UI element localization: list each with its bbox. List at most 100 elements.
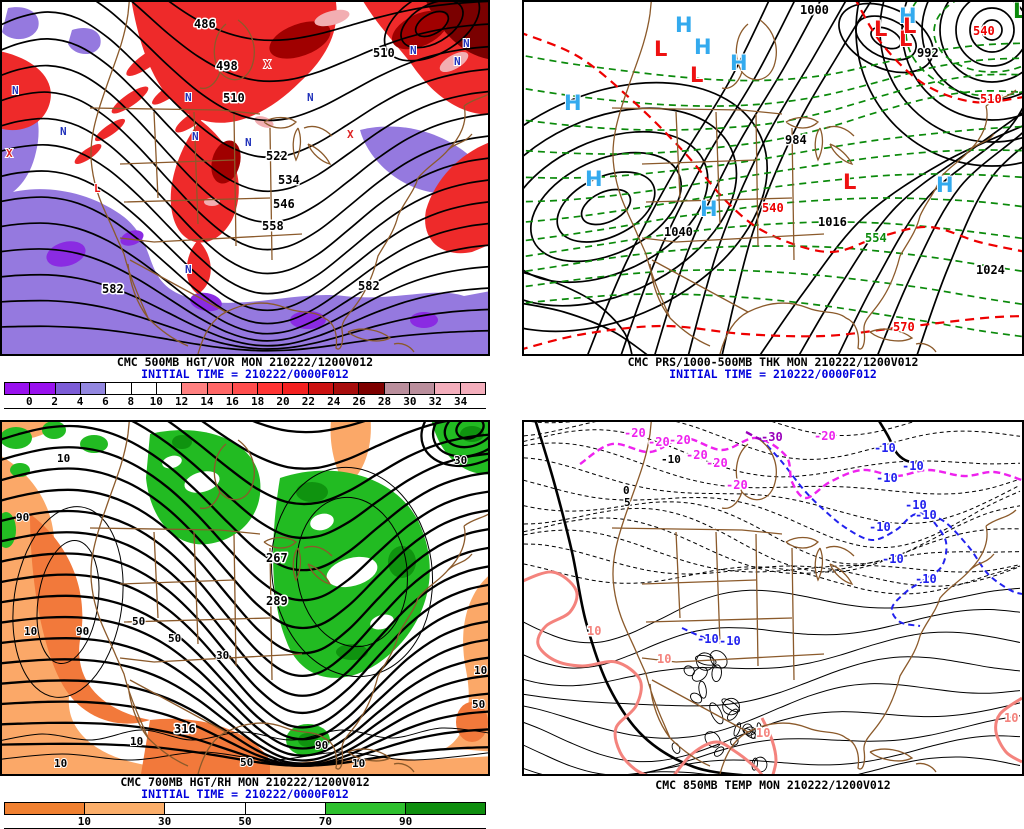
height-label: 522 xyxy=(266,149,288,163)
temp-label-minus10: -10 xyxy=(902,459,924,473)
temp-label-minus10: -10 xyxy=(719,634,741,648)
colorbar-tick: 32 xyxy=(428,395,442,408)
thickness-label: 554 xyxy=(865,231,887,245)
panel-thk-title: CMC PRS/1000-500MB THK MON 210222/1200V0… xyxy=(627,355,919,369)
colorbar-cell xyxy=(131,383,157,394)
colorbar-cell xyxy=(245,803,326,814)
humidity-label: 10 xyxy=(130,735,143,748)
pressure-label: 1040 xyxy=(664,225,693,239)
height-label: 289 xyxy=(266,594,288,608)
temp-label-minus10: -10 xyxy=(874,441,896,455)
panel-prs-thk: 1000 992 984 1016 1024 1040 554 540 540 510 570 H H H… xyxy=(522,0,1024,380)
humidity-label: 10 xyxy=(474,664,487,677)
humidity-label: 50 xyxy=(168,632,181,645)
height-label: 546 xyxy=(273,197,295,211)
panel-500-initial-time: INITIAL TIME = 210222/0000F012 xyxy=(141,367,349,381)
colorbar-tick: 10 xyxy=(77,815,91,828)
colorbar-tick: 10 xyxy=(149,395,163,408)
colorbar-cell xyxy=(384,383,410,394)
colorbar-cell xyxy=(85,803,166,814)
colorbar-tick: 6 xyxy=(102,395,109,408)
humidity-label: 10 xyxy=(57,452,70,465)
humidity-label: 50 xyxy=(240,756,253,769)
colorbar-cell xyxy=(5,383,31,394)
height-label: 486 xyxy=(194,17,216,31)
colorbar-cell xyxy=(308,383,335,394)
high-symbol: H xyxy=(899,4,917,28)
low-marker: L xyxy=(94,182,101,195)
humidity-label: 10 xyxy=(54,757,67,770)
colorbar-cell xyxy=(232,383,259,394)
pressure-label: 1024 xyxy=(976,263,1005,277)
colorbar-cell xyxy=(334,383,360,394)
temp-label-minus20: -20 xyxy=(648,435,670,449)
colorbar-cell xyxy=(283,383,309,394)
temp-label-minus20: -20 xyxy=(669,433,691,447)
low-symbol: L xyxy=(690,63,703,87)
temp-label-plus10: 10 xyxy=(1004,711,1018,725)
colorbar-cell xyxy=(460,383,485,394)
colorbar-tick: 26 xyxy=(352,395,366,408)
temp-label-minus30: -30 xyxy=(761,430,783,444)
humidity-label: 50 xyxy=(472,698,485,711)
humidity-colorbar-cells xyxy=(4,802,486,815)
temp-label-minus10: -10 xyxy=(905,498,927,512)
colorbar-tick: 4 xyxy=(76,395,84,408)
colorbar-cell xyxy=(30,383,56,394)
colorbar-tick: 20 xyxy=(276,395,290,408)
high-symbol: H xyxy=(585,167,603,191)
panel-850mb-temp: -10 0 5 -10 -10 -10 -10 -10 -10 -10 -10 -10 -10 -20 -2… xyxy=(522,420,1024,791)
colorbar-cell xyxy=(55,383,81,394)
colorbar-cell xyxy=(182,383,208,394)
vorticity-min-marker: N xyxy=(185,91,192,104)
vorticity-max-marker: X xyxy=(6,147,13,160)
colorbar-cell xyxy=(435,383,461,394)
height-label: 534 xyxy=(278,173,300,187)
pressure-label: 984 xyxy=(785,133,807,147)
temp-label: 5 xyxy=(624,496,631,509)
high-symbol: H xyxy=(675,13,693,37)
low-symbol: L xyxy=(874,17,887,41)
colorbar-tick: 22 xyxy=(301,395,316,408)
low-symbol: L xyxy=(654,37,667,61)
humidity-label: 90 xyxy=(76,625,89,638)
colorbar-cell xyxy=(325,803,406,814)
colorbar-cell xyxy=(207,383,233,394)
panel-700mb-hgt-rh: 316 267 289 90 90 50 50 30 10 10 10 10 50 90 10 50 10 30 … xyxy=(0,420,490,829)
temp-label-minus10: -10 xyxy=(869,520,891,534)
pressure-label: 1016 xyxy=(818,215,847,229)
panel-500-title: CMC 500MB HGT/VOR MON 210222/1200V012 xyxy=(116,355,374,369)
humidity-label: 30 xyxy=(454,454,467,467)
panel-700-title: CMC 700MB HGT/RH MON 210222/1200V012 xyxy=(120,775,370,789)
map-500mb-hgt-vor: 486 498 510 510 522 534 546 558 582 582 N N N N N N N N N N… xyxy=(0,0,490,356)
colorbar-cell xyxy=(410,383,436,394)
colorbar-tick: 18 xyxy=(251,395,265,408)
height-label: 582 xyxy=(358,279,380,293)
vorticity-min-marker: N xyxy=(12,84,19,97)
temp-label-minus20: -20 xyxy=(706,456,728,470)
pressure-label: 992 xyxy=(917,46,939,60)
thickness-label: 510 xyxy=(980,92,1002,106)
colorbar-tick: 50 xyxy=(238,815,252,828)
temp-label-minus20: -20 xyxy=(814,429,836,443)
thickness-label: 540 xyxy=(762,201,784,215)
colorbar-cell xyxy=(156,383,183,394)
vorticity-min-marker: N xyxy=(192,130,199,143)
colorbar-cell xyxy=(5,803,86,814)
temp-label-minus10: -10 xyxy=(882,552,904,566)
colorbar-tick: 16 xyxy=(225,395,239,408)
colorbar-tick: 30 xyxy=(158,815,172,828)
vorticity-min-marker: N xyxy=(60,125,67,138)
humidity-label: 30 xyxy=(216,649,229,662)
colorbar-tick: 70 xyxy=(318,815,332,828)
map-850mb-temp: -10 0 5 -10 -10 -10 -10 -10 -10 -10 -10 -10 -10 -20 -2… xyxy=(522,420,1024,776)
humidity-label: 50 xyxy=(132,615,145,628)
vorticity-max-marker: X xyxy=(347,128,354,141)
temp-label-minus20: -20 xyxy=(726,478,748,492)
humidity-colorbar: 10 30 50 70 90 xyxy=(4,802,486,829)
panel-700-initial-time: INITIAL TIME = 210222/0000F012 xyxy=(141,787,349,801)
vorticity-min-marker: N xyxy=(463,37,470,50)
colorbar-tick: 2 xyxy=(51,395,59,408)
